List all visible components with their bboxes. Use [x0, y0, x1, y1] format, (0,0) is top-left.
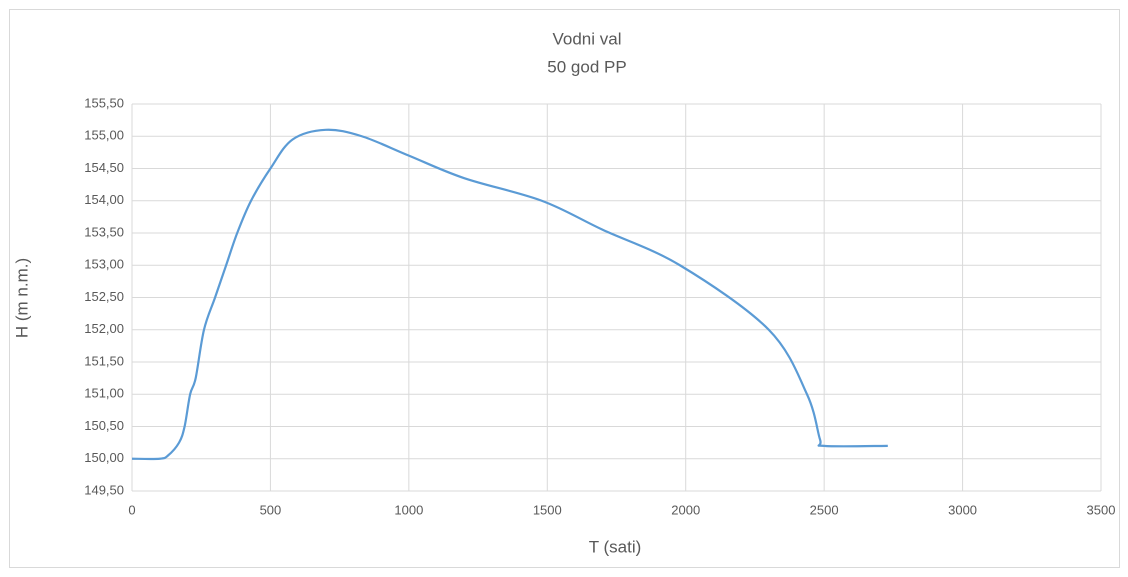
x-tick-label: 2000	[671, 502, 700, 517]
x-tick-label: 2500	[810, 502, 839, 517]
x-tick-label: 0	[128, 502, 135, 517]
y-tick-label: 152,00	[84, 321, 124, 336]
x-tick-label: 1500	[533, 502, 562, 517]
y-tick-label: 154,50	[84, 160, 124, 175]
y-tick-label: 152,50	[84, 289, 124, 304]
chart-frame	[9, 9, 1120, 568]
y-tick-label: 150,00	[84, 450, 124, 465]
chart-subtitle: 50 god PP	[547, 57, 626, 76]
y-tick-label: 149,50	[84, 482, 124, 497]
x-tick-label: 1000	[394, 502, 423, 517]
x-tick-label: 500	[260, 502, 282, 517]
y-axis-label: H (m n.m.)	[12, 258, 31, 338]
y-tick-label: 155,50	[84, 95, 124, 110]
y-tick-label: 151,00	[84, 386, 124, 401]
x-tick-label: 3500	[1087, 502, 1116, 517]
y-tick-label: 154,00	[84, 192, 124, 207]
y-tick-label: 150,50	[84, 418, 124, 433]
x-tick-label: 3000	[948, 502, 977, 517]
y-tick-label: 153,50	[84, 224, 124, 239]
chart-title: Vodni val	[553, 29, 622, 48]
data-line	[131, 128, 888, 461]
y-tick-label: 155,00	[84, 128, 124, 143]
y-tick-label: 153,00	[84, 257, 124, 272]
y-tick-label: 151,50	[84, 353, 124, 368]
x-axis-label: T (sati)	[589, 537, 642, 556]
